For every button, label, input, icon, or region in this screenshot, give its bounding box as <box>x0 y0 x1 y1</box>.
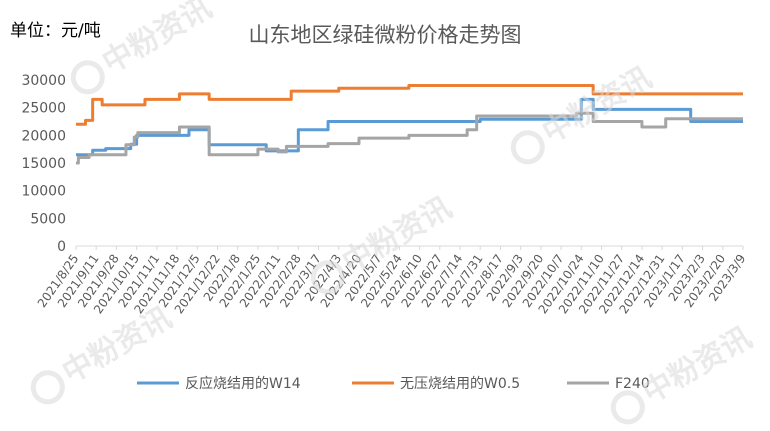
legend-label: 无压烧结用的W0.5 <box>400 376 520 392</box>
legend: 反应烧结用的W14 无压烧结用的W0.5 F240 <box>137 375 650 392</box>
price-trend-chart: 单位：元/吨 山东地区绿硅微粉价格走势图 0 5000 10000 15000 2000… <box>10 21 748 392</box>
y-axis: 0 5000 10000 15000 20000 25000 30000 <box>21 73 66 255</box>
series-line-3 <box>76 111 743 165</box>
legend-label: F240 <box>615 376 650 392</box>
y-tick-label: 20000 <box>21 128 66 144</box>
unit-label: 单位：元/吨 <box>10 21 101 41</box>
chart-title: 山东地区绿硅微粉价格走势图 <box>249 23 522 47</box>
y-tick-label: 0 <box>57 239 66 255</box>
y-tick-label: 15000 <box>21 156 66 172</box>
series-lines <box>76 84 743 165</box>
y-tick-label: 5000 <box>30 211 66 227</box>
y-tick-label: 25000 <box>21 101 66 117</box>
legend-label: 反应烧结用的W14 <box>185 375 301 392</box>
y-tick-label: 10000 <box>21 184 66 200</box>
y-tick-label: 30000 <box>21 73 66 89</box>
series-line-2 <box>76 84 743 126</box>
